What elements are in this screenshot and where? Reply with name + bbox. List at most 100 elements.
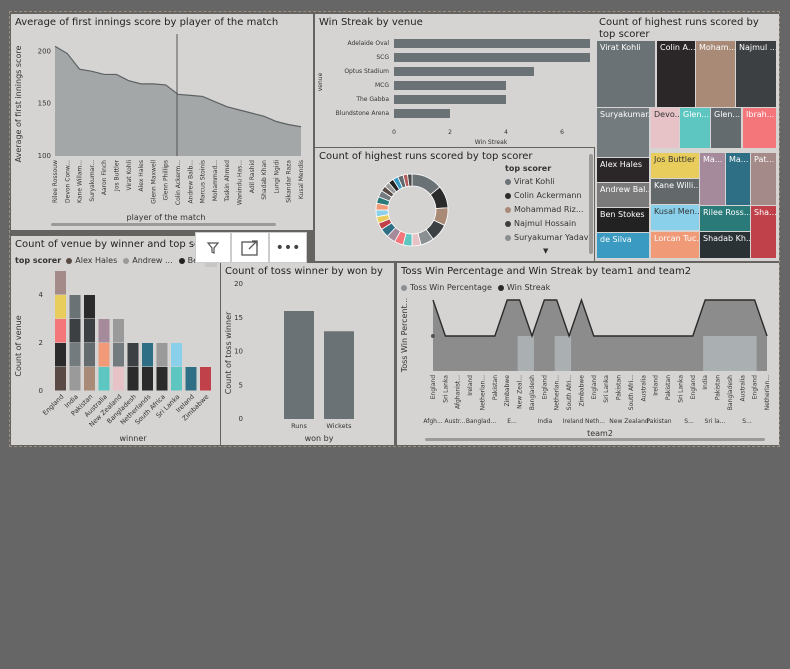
treemap-cell[interactable]: Pat... [751, 153, 776, 205]
stacked-segment[interactable] [98, 367, 110, 391]
toss-win-band[interactable] [554, 336, 572, 371]
toss-win-area[interactable] [433, 300, 767, 371]
stacked-segment[interactable] [84, 343, 95, 367]
treemap-cell[interactable]: Kusal Men... [651, 205, 699, 230]
treemap-cell[interactable]: Devo... [651, 108, 679, 148]
stacked-segment[interactable] [142, 343, 153, 367]
combo-chart[interactable]: Toss Win Percent... team2 England Sri Lan… [397, 263, 779, 445]
area-series[interactable] [55, 46, 301, 156]
treemap-visual[interactable]: Count of highest runs scored by top scor… [595, 14, 779, 261]
stacked-segment[interactable] [156, 367, 168, 391]
legend-item[interactable]: Colin Ackermann [505, 191, 588, 200]
data-point[interactable] [431, 334, 435, 338]
legend-item[interactable]: Mohammad Riz... [505, 205, 588, 214]
stacked-segment[interactable] [98, 319, 110, 343]
chevron-down-icon[interactable]: ▼ [543, 247, 549, 255]
stacked-bar-chart[interactable]: Count of venue winner 420EnglandIndiaPak… [11, 236, 220, 445]
venue-bar[interactable] [394, 109, 450, 118]
legend-item[interactable]: Najmul Hossain [505, 219, 588, 228]
column-bar[interactable] [324, 331, 354, 419]
legend-item[interactable]: Win Streak [497, 283, 550, 292]
legend-item[interactable]: Virat Kohli [505, 177, 588, 186]
stacked-segment[interactable] [127, 343, 139, 367]
treemap-cell[interactable]: Ma... [726, 153, 750, 205]
legend-label: Andrew ... [132, 256, 173, 265]
stacked-segment[interactable] [142, 367, 153, 391]
treemap-cell[interactable]: Ibrah... [743, 108, 776, 148]
venue-bar[interactable] [394, 67, 534, 76]
stacked-segment[interactable] [98, 343, 110, 367]
toss-win-band[interactable] [703, 336, 757, 371]
toss-winner-visual[interactable]: Count of toss winner by won by Count of … [221, 263, 394, 445]
venue-bar[interactable] [394, 95, 506, 104]
treemap-cell[interactable]: Shadab Kh... [700, 232, 750, 258]
stacked-segment[interactable] [69, 319, 81, 343]
win-streak-by-venue-visual[interactable]: Win Streak by venue venue Win Streak Ade… [315, 14, 595, 147]
treemap-cell[interactable]: Najmul ... [736, 41, 776, 107]
treemap[interactable]: Virat Kohli Colin A... Moham... Najmul ... S… [595, 14, 779, 261]
stacked-segment[interactable] [55, 343, 66, 367]
bar-chart[interactable]: venue Win Streak Adelaide Oval SCG Optus S… [315, 14, 595, 147]
stacked-segment[interactable] [55, 295, 66, 319]
stacked-segment[interactable] [113, 367, 124, 391]
treemap-cell[interactable]: Lorcan Tuc... [651, 232, 699, 258]
venue-by-winner-visual[interactable]: Count of venue by winner and top scorer … [11, 236, 220, 445]
area-chart[interactable]: Average of first innings score player of… [11, 14, 313, 230]
stacked-segment[interactable] [200, 367, 211, 391]
toss-win-percentage-visual[interactable]: Toss Win Percentage and Win Streak by te… [397, 263, 779, 445]
treemap-cell[interactable]: Alex Hales [597, 158, 649, 182]
stacked-segment[interactable] [55, 367, 66, 391]
treemap-cell[interactable]: Suryakumar... [597, 108, 649, 157]
treemap-cell[interactable]: Kane Willi... [651, 179, 699, 204]
stacked-segment[interactable] [69, 343, 81, 367]
stacked-segment[interactable] [84, 367, 95, 391]
stacked-segment[interactable] [113, 343, 124, 367]
legend-item[interactable]: Alex Hales [66, 256, 117, 265]
venue-bar[interactable] [394, 53, 590, 62]
vertical-scrollbar[interactable] [589, 154, 593, 254]
horizontal-scrollbar[interactable] [51, 223, 276, 226]
donut-slice[interactable] [407, 173, 413, 187]
stacked-segment[interactable] [84, 295, 95, 319]
treemap-cell[interactable]: Glen... [711, 108, 741, 148]
stacked-segment[interactable] [156, 343, 168, 367]
treemap-cell[interactable]: Colin A... [657, 41, 695, 107]
stacked-segment[interactable] [171, 367, 182, 391]
horizontal-scrollbar[interactable] [425, 438, 765, 441]
treemap-cell[interactable]: Virat Kohli [597, 41, 655, 107]
treemap-cell[interactable]: de Silva [597, 233, 649, 258]
focus-mode-icon[interactable] [231, 232, 269, 263]
toss-win-band[interactable] [517, 336, 534, 371]
donut-chart[interactable] [315, 148, 594, 261]
stacked-segment[interactable] [185, 367, 197, 391]
legend-item[interactable]: Toss Win Percentage [401, 283, 492, 292]
treemap-cell[interactable]: Sha... [751, 206, 776, 258]
treemap-cell[interactable]: Ben Stokes [597, 208, 649, 232]
stacked-segment[interactable] [113, 319, 124, 343]
treemap-cell[interactable]: Ma... [700, 153, 725, 205]
stacked-segment[interactable] [84, 319, 95, 343]
legend-item[interactable]: Andrew ... [123, 256, 173, 265]
more-options-icon[interactable]: ••• [269, 232, 307, 263]
stacked-segment[interactable] [55, 271, 66, 295]
stacked-segment[interactable] [69, 295, 81, 319]
stacked-segment[interactable] [171, 343, 182, 367]
stacked-segment[interactable] [69, 367, 81, 391]
avg-score-by-player-visual[interactable]: Average of first innings score by player… [11, 14, 313, 230]
treemap-cell[interactable]: Andrew Bal... [597, 183, 649, 207]
stacked-segment[interactable] [55, 319, 66, 343]
column-chart[interactable]: Count of toss winner won by 20 15 10 5 0 Runs… [221, 263, 394, 445]
area-line[interactable] [54, 45, 302, 128]
stacked-segment[interactable] [127, 367, 139, 391]
venue-bar[interactable] [394, 81, 506, 90]
filter-icon[interactable] [195, 232, 231, 263]
column-bar[interactable] [284, 311, 314, 419]
treemap-cell[interactable]: Moham... [696, 41, 735, 107]
venue-bar[interactable] [394, 39, 590, 48]
treemap-cell[interactable]: Rilee Ross... [700, 206, 750, 231]
treemap-cell[interactable]: Glen... [680, 108, 710, 148]
win-streak-line[interactable] [432, 297, 768, 339]
legend-item[interactable]: Suryakumar Yadav [505, 233, 588, 242]
treemap-cell[interactable]: Jos Buttler [651, 153, 699, 178]
donut-visual[interactable]: Count of highest runs scored by top scor… [315, 148, 594, 261]
